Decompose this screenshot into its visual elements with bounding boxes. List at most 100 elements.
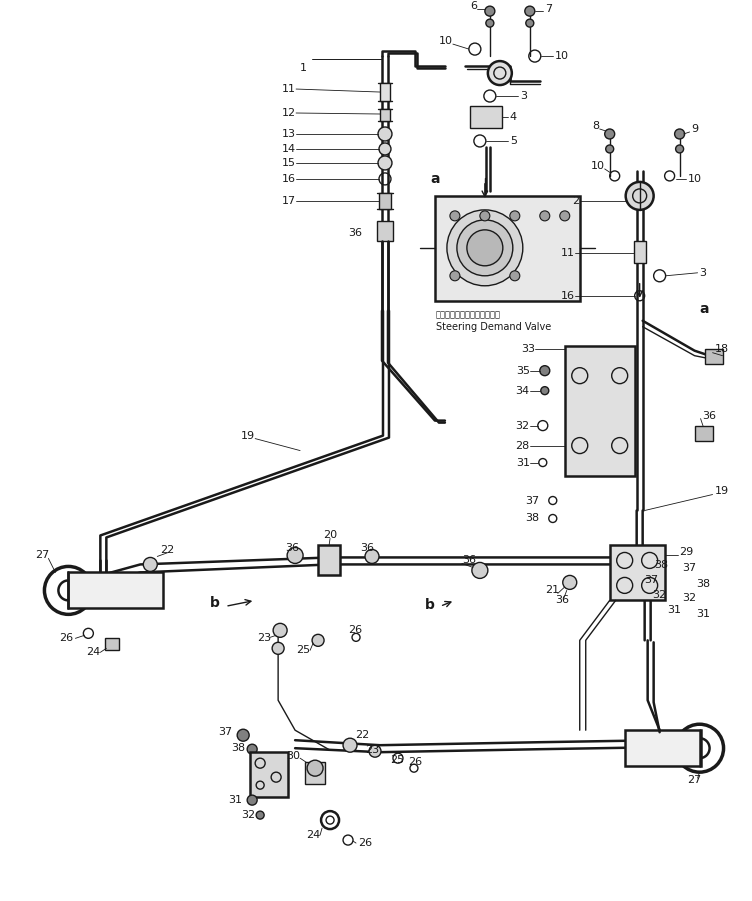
Text: 15: 15 — [282, 158, 296, 168]
Circle shape — [510, 271, 520, 281]
Circle shape — [562, 576, 577, 589]
Text: 10: 10 — [591, 161, 605, 171]
Text: a: a — [699, 302, 709, 315]
Text: 33: 33 — [521, 343, 535, 354]
Text: 25: 25 — [296, 645, 310, 655]
Text: 37: 37 — [644, 576, 659, 586]
Text: 31: 31 — [668, 605, 681, 615]
Bar — [705, 349, 723, 364]
Bar — [68, 572, 163, 608]
Circle shape — [365, 550, 379, 563]
Text: 22: 22 — [355, 730, 369, 741]
Text: 26: 26 — [59, 633, 74, 643]
Bar — [318, 545, 340, 576]
Circle shape — [675, 129, 684, 139]
Circle shape — [488, 61, 512, 85]
Bar — [625, 730, 701, 766]
Text: Steering Demand Valve: Steering Demand Valve — [436, 322, 551, 332]
Bar — [105, 638, 120, 651]
Text: 34: 34 — [516, 386, 530, 396]
Text: 17: 17 — [282, 196, 296, 206]
Circle shape — [450, 211, 460, 221]
Circle shape — [540, 366, 550, 376]
Circle shape — [486, 19, 494, 27]
Text: ステアリングデマンドバルブ: ステアリングデマンドバルブ — [436, 310, 501, 319]
Circle shape — [447, 210, 523, 286]
Text: 36: 36 — [555, 596, 569, 605]
Text: 10: 10 — [555, 51, 569, 61]
Circle shape — [379, 143, 391, 155]
Text: 19: 19 — [714, 486, 729, 496]
Text: 32: 32 — [653, 590, 667, 600]
Text: 27: 27 — [35, 551, 50, 560]
Circle shape — [559, 211, 570, 221]
Circle shape — [343, 738, 357, 752]
Circle shape — [450, 271, 460, 281]
Text: 32: 32 — [683, 594, 697, 604]
Circle shape — [510, 211, 520, 221]
Circle shape — [525, 6, 535, 16]
Text: 4: 4 — [510, 112, 517, 122]
Text: 26: 26 — [348, 625, 362, 635]
Text: 16: 16 — [561, 291, 575, 301]
Text: 38: 38 — [655, 560, 669, 570]
Text: 25: 25 — [390, 755, 404, 765]
Circle shape — [467, 230, 503, 266]
Circle shape — [675, 145, 684, 153]
Circle shape — [144, 558, 157, 571]
Text: 36: 36 — [285, 543, 299, 553]
Text: 27: 27 — [687, 775, 702, 785]
Text: 13: 13 — [282, 129, 296, 139]
Text: 35: 35 — [516, 366, 530, 376]
Text: b: b — [425, 598, 435, 613]
Bar — [379, 193, 391, 209]
Text: 30: 30 — [286, 751, 300, 761]
Text: 29: 29 — [680, 548, 694, 558]
Text: 37: 37 — [218, 727, 232, 737]
Circle shape — [247, 744, 257, 754]
Text: 8: 8 — [593, 121, 599, 131]
Text: 38: 38 — [526, 514, 540, 523]
Text: 11: 11 — [282, 84, 296, 94]
Text: 10: 10 — [687, 174, 702, 184]
Text: 10: 10 — [439, 36, 453, 46]
Text: 19: 19 — [241, 431, 255, 441]
Circle shape — [472, 562, 488, 578]
Text: 1: 1 — [300, 63, 307, 73]
Circle shape — [605, 129, 614, 139]
Text: 6: 6 — [470, 1, 477, 11]
Text: 23: 23 — [257, 633, 271, 643]
Circle shape — [540, 211, 550, 221]
Circle shape — [605, 145, 614, 153]
Circle shape — [485, 6, 495, 16]
Text: 28: 28 — [516, 441, 530, 450]
Circle shape — [541, 387, 549, 395]
Text: 36: 36 — [348, 228, 362, 238]
Text: 5: 5 — [510, 136, 517, 146]
Circle shape — [457, 220, 513, 276]
Circle shape — [307, 760, 323, 776]
Bar — [565, 346, 635, 476]
Circle shape — [247, 796, 257, 805]
Text: 38: 38 — [231, 743, 245, 753]
Text: 22: 22 — [160, 545, 174, 555]
Text: 38: 38 — [696, 579, 711, 589]
Text: 12: 12 — [282, 108, 296, 118]
Text: 3: 3 — [520, 91, 527, 101]
Circle shape — [369, 745, 381, 757]
Text: 21: 21 — [544, 586, 559, 596]
Circle shape — [378, 127, 392, 141]
Text: 3: 3 — [699, 268, 707, 278]
Bar — [470, 106, 502, 128]
Text: 24: 24 — [86, 647, 100, 658]
Bar — [377, 221, 393, 241]
Text: 26: 26 — [408, 757, 422, 767]
Text: a: a — [430, 172, 439, 186]
Text: 18: 18 — [714, 343, 729, 354]
Text: 36: 36 — [462, 555, 476, 566]
Text: 31: 31 — [696, 609, 711, 619]
Text: 11: 11 — [561, 248, 575, 258]
Circle shape — [287, 548, 303, 563]
Text: 23: 23 — [365, 745, 379, 755]
Text: 24: 24 — [306, 830, 320, 840]
